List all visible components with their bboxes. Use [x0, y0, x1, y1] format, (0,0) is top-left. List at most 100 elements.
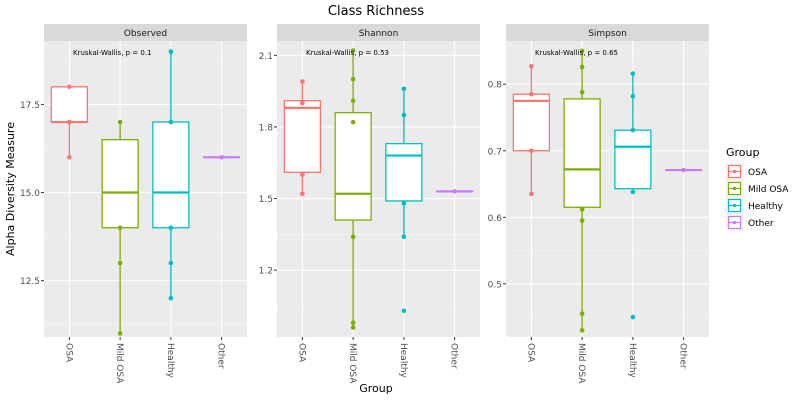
data-point	[117, 331, 123, 336]
x-tick-label: Other	[216, 343, 226, 369]
data-point	[579, 328, 585, 333]
x-tick-label: Healthy	[627, 343, 637, 379]
y-tick-label: 0.8	[488, 81, 503, 91]
data-point	[401, 201, 407, 206]
data-point	[300, 79, 305, 84]
data-point	[67, 154, 72, 160]
data-point	[529, 191, 534, 197]
kruskal-wallis-annotation: Kruskal-Wallis, p = 0.65	[535, 49, 618, 57]
box-osa	[283, 79, 322, 197]
data-point	[630, 93, 636, 99]
data-point	[350, 119, 356, 125]
panel-background	[506, 41, 709, 337]
x-tick-label: Healthy	[398, 343, 408, 379]
data-point	[300, 172, 305, 177]
y-tick-label: 0.7	[488, 147, 502, 157]
data-point	[630, 314, 636, 320]
data-point	[168, 260, 174, 266]
box-healthy	[614, 71, 652, 320]
data-point	[529, 148, 534, 154]
x-tick-label: Mild OSA	[576, 343, 586, 384]
x-tick-label: OSA	[63, 343, 73, 363]
panel-shannon: Shannon 1.2 1.5 1.8 2.1 OSA Mild OSA Healthy Oth…	[259, 24, 480, 384]
data-point	[401, 86, 407, 92]
data-point	[117, 225, 123, 231]
data-point	[579, 48, 585, 54]
facet-strip	[506, 24, 709, 41]
data-point	[168, 119, 174, 125]
data-point	[219, 154, 224, 160]
legend-entry-mild-osa: Mild OSA	[726, 180, 789, 197]
box-other	[664, 167, 703, 173]
facet-strip-label: Shannon	[359, 29, 399, 39]
data-point	[350, 48, 356, 53]
data-point	[579, 64, 585, 70]
data-point	[452, 189, 457, 194]
box-body	[512, 93, 551, 152]
x-tick-label: Mild OSA	[347, 343, 357, 384]
y-tick-label: 12.5	[20, 277, 40, 287]
box-body	[101, 139, 139, 229]
box-body	[614, 129, 652, 190]
panel-background	[44, 41, 247, 337]
y-tick-label: 15.0	[20, 189, 40, 199]
y-tick-label: 0.6	[488, 214, 503, 224]
data-point	[67, 84, 72, 90]
y-tick-label: 1.8	[259, 123, 274, 133]
data-point	[117, 119, 123, 125]
data-point	[168, 295, 174, 301]
chart-title: Class Richness	[328, 4, 424, 19]
data-point	[630, 71, 636, 76]
x-tick-label: OSA	[296, 343, 306, 363]
legend-entry-other: Other	[726, 214, 774, 231]
panel-simpson: Simpson 0.5 0.6 0.7 0.8 OSA Mild OSA Healthy Oth…	[488, 24, 709, 384]
data-point	[350, 234, 356, 240]
box-body	[385, 142, 423, 202]
data-point	[350, 320, 356, 325]
box-mild-osa	[334, 48, 372, 330]
box-body	[563, 98, 601, 208]
y-tick-label: 0.5	[488, 280, 502, 290]
facet-strip	[277, 24, 480, 41]
data-point	[350, 76, 356, 82]
data-point	[300, 191, 305, 197]
data-point	[401, 308, 407, 314]
data-point	[579, 89, 585, 95]
box-healthy	[152, 49, 190, 301]
data-point	[117, 260, 123, 266]
legend-entry-healthy: Healthy	[726, 197, 784, 214]
data-point	[300, 100, 305, 106]
panel-background	[277, 41, 480, 337]
legend-key-point	[732, 220, 737, 225]
data-point	[168, 49, 174, 54]
facet-strip-label: Simpson	[588, 29, 627, 39]
data-point	[401, 234, 407, 240]
box-mild-osa	[563, 48, 601, 333]
data-point	[67, 119, 72, 125]
box-body	[334, 111, 372, 221]
y-tick-label: 1.5	[259, 195, 273, 205]
y-tick-label: 17.5	[20, 101, 40, 111]
legend-key-point	[732, 169, 737, 174]
box-body	[152, 121, 190, 229]
y-tick-label: 2.1	[259, 52, 273, 62]
data-point	[630, 127, 636, 133]
x-tick-label: Other	[449, 343, 459, 369]
legend-entry-osa: OSA	[726, 163, 768, 180]
x-tick-label: OSA	[525, 343, 535, 363]
panel-observed: Observed 12.5 15.0 17.5 OSA Mild OSA Healthy Ot…	[20, 24, 247, 384]
data-point	[579, 218, 585, 223]
data-point	[401, 112, 407, 118]
data-point	[579, 206, 585, 212]
legend: Group OSA Mild OSA Healthy Other	[726, 146, 789, 231]
data-point	[350, 98, 356, 103]
legend-title: Group	[726, 146, 760, 159]
data-point	[168, 225, 174, 231]
y-tick-label: 1.2	[259, 267, 273, 277]
legend-label: OSA	[748, 168, 768, 178]
box-osa	[50, 84, 89, 160]
x-tick-label: Mild OSA	[114, 343, 124, 384]
kruskal-wallis-annotation: Kruskal-Wallis, p = 0.1	[73, 49, 152, 57]
data-point	[579, 311, 585, 317]
